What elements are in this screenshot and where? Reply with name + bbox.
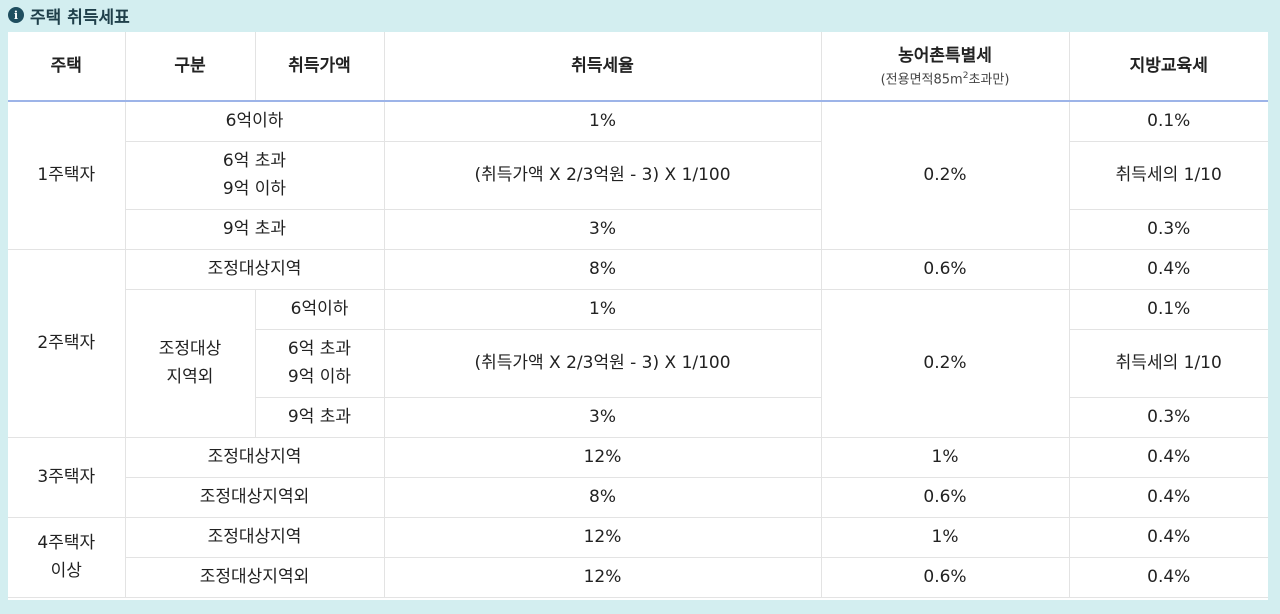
rate-cell: (취득가액 X 2/3억원 - 3) X 1/100 [383,329,822,398]
rural-tax-cell: 0.2% [820,100,1070,250]
table-row: 4주택자 이상 조정대상지역 12% 1% 0.4% [8,517,1268,598]
group-label-1house: 1주택자 [8,100,126,250]
header-rural-tax: 농어촌특별세 (전용면적85m2초과만) [820,32,1070,102]
rate-cell: 8% [383,249,822,290]
rate-cell: 1% [383,100,822,142]
edu-tax-cell: 0.4% [1068,249,1268,290]
header-rural-tax-label: 농어촌특별세 [898,46,992,67]
section-title: i 주택 취득세표 [0,0,1280,30]
edu-tax-cell: 0.4% [1068,477,1268,518]
rate-cell: 1% [383,289,822,330]
rate-cell: 8% [383,477,822,518]
table-row: 6억 초과 9억 이하 (취득가액 X 2/3억원 - 3) X 1/100 취득… [8,329,1268,398]
header-price: 취득가액 [254,32,385,102]
header-education-tax: 지방교육세 [1068,32,1268,102]
category-cell-outside: 조정대상 지역외 [124,289,256,438]
table-row: 2주택자 조정대상지역 8% 0.6% 0.4% [8,249,1268,438]
rural-tax-cell: 0.6% [820,557,1070,598]
group-label-2house: 2주택자 [8,249,126,438]
header-category: 구분 [124,32,256,102]
price-cell: 6억이하 [254,289,385,330]
table-row: 조정대상지역외 8% 0.6% 0.4% [8,477,1268,518]
rural-tax-cell: 1% [820,437,1070,478]
category-cell: 조정대상지역외 [124,477,385,518]
price-cell: 6억 초과 9억 이하 [124,141,385,210]
page-title: 주택 취득세표 [30,7,130,28]
table-row: 조정대상지역외 12% 0.6% 0.4% [8,557,1268,598]
price-cell: 6억 초과 9억 이하 [254,329,385,398]
edu-tax-cell: 0.3% [1068,397,1268,438]
edu-tax-cell: 취득세의 1/10 [1068,141,1268,210]
edu-tax-cell: 0.1% [1068,100,1268,142]
category-cell: 조정대상지역 [124,437,385,478]
edu-tax-cell: 0.1% [1068,289,1268,330]
header-tax-rate: 취득세율 [383,32,822,102]
price-cell: 6억이하 [124,100,385,142]
rural-tax-cell: 1% [820,517,1070,558]
header-house: 주택 [8,32,126,102]
rate-cell: 12% [383,517,822,558]
table-row: 3주택자 조정대상지역 12% 1% 0.4% [8,437,1268,518]
rural-tax-cell: 0.6% [820,477,1070,518]
category-cell: 조정대상지역 [124,249,385,290]
edu-tax-cell: 0.4% [1068,437,1268,478]
header-rural-tax-note: (전용면적85m2초과만) [880,70,1010,88]
rural-tax-cell: 0.6% [820,249,1070,290]
rural-tax-cell: 0.2% [820,289,1070,438]
rate-cell: (취득가액 X 2/3억원 - 3) X 1/100 [383,141,822,210]
category-cell: 조정대상지역 [124,517,385,558]
table-row: 9억 초과 3% 0.3% [8,209,1268,250]
table-row: 6억 초과 9억 이하 (취득가액 X 2/3억원 - 3) X 1/100 취득… [8,141,1268,210]
group-label-3house: 3주택자 [8,437,126,518]
price-cell: 9억 초과 [124,209,385,250]
edu-tax-cell: 취득세의 1/10 [1068,329,1268,398]
table-row: 1주택자 6억이하 1% 0.2% 0.1% [8,100,1268,250]
info-icon: i [8,7,24,23]
edu-tax-cell: 0.4% [1068,517,1268,558]
edu-tax-cell: 0.3% [1068,209,1268,250]
tax-table-container: 주택 구분 취득가액 취득세율 농어촌특별세 (전용면적85m2초과만) 지방교… [8,32,1268,600]
header-row: 주택 구분 취득가액 취득세율 농어촌특별세 (전용면적85m2초과만) 지방교… [8,32,1268,102]
price-cell: 9억 초과 [254,397,385,438]
rate-cell: 3% [383,209,822,250]
edu-tax-cell: 0.4% [1068,557,1268,598]
table-row: 조정대상 지역외 6억이하 1% 0.2% 0.1% [8,289,1268,438]
rate-cell: 12% [383,437,822,478]
acquisition-tax-table: 주택 구분 취득가액 취득세율 농어촌특별세 (전용면적85m2초과만) 지방교… [8,32,1268,598]
group-label-4house: 4주택자 이상 [8,517,126,598]
category-cell: 조정대상지역외 [124,557,385,598]
rate-cell: 12% [383,557,822,598]
rate-cell: 3% [383,397,822,438]
